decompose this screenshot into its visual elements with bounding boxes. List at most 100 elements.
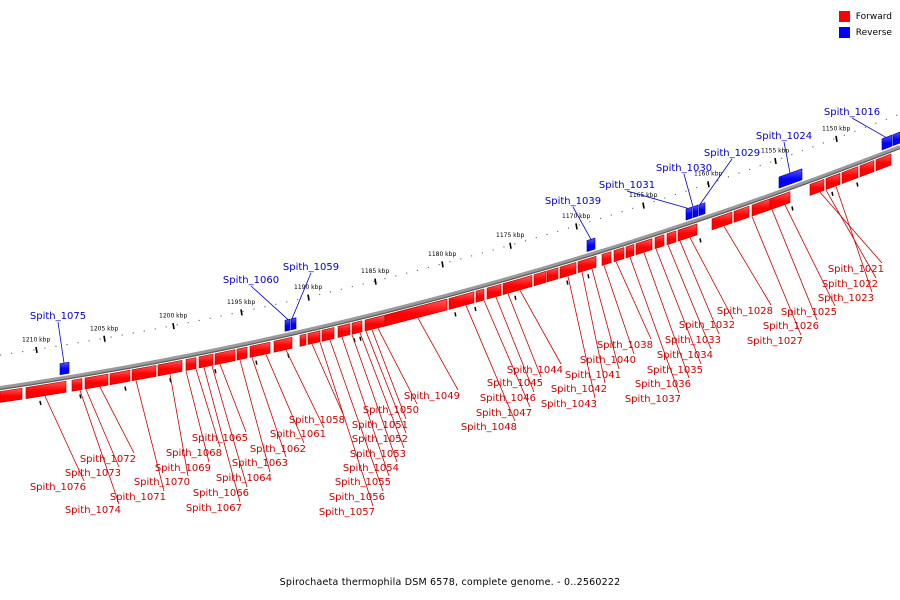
- gene-label-spith-1026[interactable]: Spith_1026: [763, 321, 819, 332]
- gene-label-spith-1056[interactable]: Spith_1056: [329, 492, 385, 503]
- forward-gene-box[interactable]: [448, 291, 475, 310]
- forward-gene-box[interactable]: [185, 357, 197, 371]
- reverse-gene-box[interactable]: [692, 204, 699, 219]
- gene-label-spith-1030[interactable]: Spith_1030: [656, 163, 712, 174]
- gene-label-spith-1037[interactable]: Spith_1037: [625, 394, 681, 405]
- forward-gene-box[interactable]: [559, 261, 577, 279]
- forward-gene-box[interactable]: [502, 274, 533, 296]
- forward-gene-box[interactable]: [625, 244, 635, 259]
- forward-gene-box[interactable]: [273, 336, 293, 353]
- gene-label-spith-1016[interactable]: Spith_1016: [824, 107, 880, 118]
- forward-gene-box[interactable]: [351, 320, 363, 335]
- gene-label-spith-1052[interactable]: Spith_1052: [352, 434, 408, 445]
- gene-label-spith-1038[interactable]: Spith_1038: [597, 340, 653, 351]
- reverse-gene-box[interactable]: [778, 168, 803, 189]
- forward-gene-box[interactable]: [666, 230, 677, 246]
- gene-label-spith-1035[interactable]: Spith_1035: [647, 365, 703, 376]
- gene-label-spith-1075[interactable]: Spith_1075: [30, 311, 86, 322]
- gene-label-spith-1071[interactable]: Spith_1071: [110, 492, 166, 503]
- forward-gene-box[interactable]: [733, 205, 750, 223]
- gene-label-spith-1027[interactable]: Spith_1027: [747, 336, 803, 347]
- gene-label-spith-1036[interactable]: Spith_1036: [635, 379, 691, 390]
- forward-gene-box[interactable]: [613, 247, 625, 263]
- gene-label-spith-1024[interactable]: Spith_1024: [756, 131, 812, 142]
- reverse-gene-box[interactable]: [892, 131, 900, 147]
- forward-gene-box[interactable]: [677, 223, 698, 242]
- forward-gene-box[interactable]: [321, 327, 335, 342]
- gene-label-spith-1058[interactable]: Spith_1058: [289, 415, 345, 426]
- forward-gene-box[interactable]: [841, 166, 859, 185]
- forward-gene-box[interactable]: [236, 346, 248, 361]
- gene-label-spith-1022[interactable]: Spith_1022: [822, 279, 878, 290]
- gene-label-spith-1054[interactable]: Spith_1054: [343, 463, 399, 474]
- gene-label-spith-1033[interactable]: Spith_1033: [665, 335, 721, 346]
- forward-gene-box[interactable]: [84, 373, 109, 390]
- forward-gene-box[interactable]: [769, 191, 791, 211]
- reverse-gene-box[interactable]: [59, 361, 70, 376]
- reverse-gene-box[interactable]: [290, 317, 297, 331]
- gene-label-spith-1045[interactable]: Spith_1045: [487, 378, 543, 389]
- gene-label-spith-1049[interactable]: Spith_1049: [404, 391, 460, 402]
- forward-gene-box[interactable]: [601, 251, 612, 266]
- gene-label-spith-1064[interactable]: Spith_1064: [216, 473, 272, 484]
- gene-label-spith-1031[interactable]: Spith_1031: [599, 180, 655, 191]
- gene-label-spith-1042[interactable]: Spith_1042: [551, 384, 607, 395]
- gene-label-spith-1061[interactable]: Spith_1061: [270, 429, 326, 440]
- gene-label-spith-1023[interactable]: Spith_1023: [818, 293, 874, 304]
- reverse-gene-box[interactable]: [685, 206, 693, 221]
- gene-label-spith-1050[interactable]: Spith_1050: [363, 405, 419, 416]
- gene-label-spith-1062[interactable]: Spith_1062: [250, 444, 306, 455]
- forward-gene-box[interactable]: [214, 349, 236, 366]
- forward-gene-box[interactable]: [109, 369, 131, 386]
- gene-label-spith-1068[interactable]: Spith_1068: [166, 448, 222, 459]
- gene-label-spith-1069[interactable]: Spith_1069: [155, 463, 211, 474]
- gene-label-spith-1072[interactable]: Spith_1072: [80, 454, 136, 465]
- gene-label-spith-1040[interactable]: Spith_1040: [580, 355, 636, 366]
- gene-label-spith-1029[interactable]: Spith_1029: [704, 148, 760, 159]
- gene-label-spith-1046[interactable]: Spith_1046: [480, 393, 536, 404]
- forward-gene-box[interactable]: [635, 238, 653, 256]
- forward-gene-box[interactable]: [157, 359, 183, 377]
- forward-gene-box[interactable]: [0, 387, 23, 403]
- forward-gene-box[interactable]: [71, 378, 83, 392]
- gene-label-spith-1047[interactable]: Spith_1047: [476, 408, 532, 419]
- forward-gene-box[interactable]: [198, 353, 214, 369]
- gene-label-spith-1066[interactable]: Spith_1066: [193, 488, 249, 499]
- forward-gene-box[interactable]: [577, 255, 597, 274]
- forward-gene-box[interactable]: [131, 364, 157, 382]
- forward-gene-box[interactable]: [654, 234, 665, 250]
- gene-label-spith-1044[interactable]: Spith_1044: [507, 365, 563, 376]
- gene-label-spith-1051[interactable]: Spith_1051: [352, 420, 408, 431]
- gene-label-spith-1053[interactable]: Spith_1053: [350, 449, 406, 460]
- forward-gene-box[interactable]: [25, 380, 67, 399]
- forward-gene-box[interactable]: [249, 341, 271, 358]
- reverse-gene-box[interactable]: [698, 202, 706, 217]
- gene-label-spith-1063[interactable]: Spith_1063: [232, 458, 288, 469]
- gene-label-spith-1076[interactable]: Spith_1076: [30, 482, 86, 493]
- gene-label-spith-1073[interactable]: Spith_1073: [65, 468, 121, 479]
- forward-gene-box[interactable]: [486, 283, 502, 300]
- gene-label-spith-1060[interactable]: Spith_1060: [223, 275, 279, 286]
- reverse-gene-box[interactable]: [881, 134, 893, 151]
- reverse-gene-box[interactable]: [284, 318, 291, 332]
- gene-label-spith-1067[interactable]: Spith_1067: [186, 503, 242, 514]
- gene-label-spith-1021[interactable]: Spith_1021: [828, 264, 884, 275]
- forward-gene-box[interactable]: [337, 323, 351, 338]
- forward-gene-box[interactable]: [711, 211, 733, 231]
- gene-label-spith-1057[interactable]: Spith_1057: [319, 507, 375, 518]
- forward-gene-box[interactable]: [299, 333, 307, 347]
- gene-label-spith-1055[interactable]: Spith_1055: [335, 477, 391, 488]
- gene-label-spith-1039[interactable]: Spith_1039: [545, 196, 601, 207]
- forward-gene-box[interactable]: [825, 172, 841, 190]
- forward-gene-box[interactable]: [859, 160, 875, 178]
- gene-label-spith-1043[interactable]: Spith_1043: [541, 399, 597, 410]
- gene-label-spith-1048[interactable]: Spith_1048: [461, 422, 517, 433]
- forward-gene-box[interactable]: [809, 178, 825, 196]
- forward-gene-box[interactable]: [546, 267, 559, 283]
- gene-label-spith-1059[interactable]: Spith_1059: [283, 262, 339, 273]
- gene-label-spith-1034[interactable]: Spith_1034: [657, 350, 713, 361]
- gene-label-spith-1025[interactable]: Spith_1025: [781, 307, 837, 318]
- gene-label-spith-1032[interactable]: Spith_1032: [679, 320, 735, 331]
- forward-gene-box[interactable]: [875, 153, 892, 172]
- forward-gene-box[interactable]: [384, 298, 448, 327]
